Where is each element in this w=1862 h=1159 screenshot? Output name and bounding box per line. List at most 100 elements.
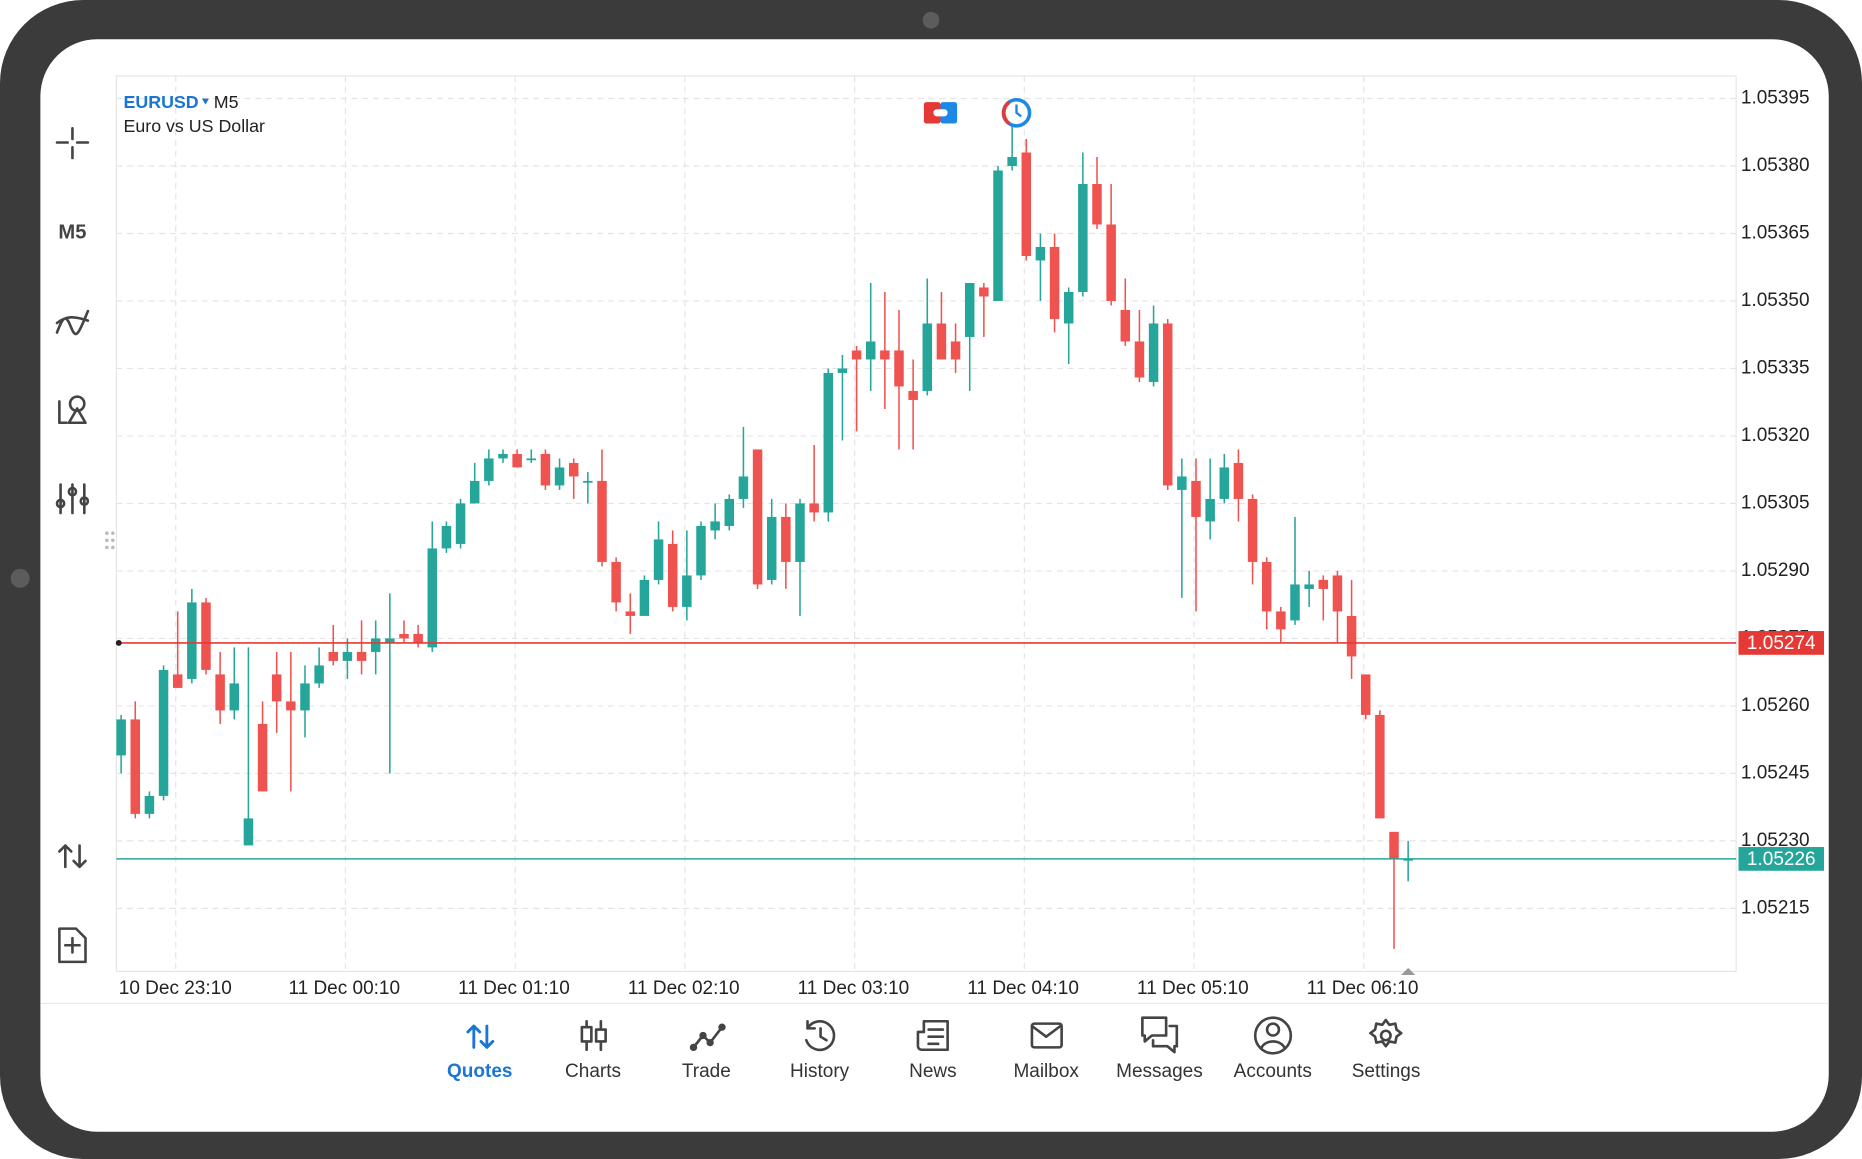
candle-body — [568, 462, 579, 477]
nav-item[interactable]: Accounts — [1234, 1061, 1312, 1082]
candle-body — [738, 476, 749, 499]
candle-body — [1375, 714, 1385, 819]
candle-body — [583, 480, 593, 483]
price-label-box — [1738, 847, 1824, 871]
candle-body — [314, 665, 324, 684]
candle-body — [1106, 224, 1116, 301]
candle-body — [837, 368, 848, 373]
candle-body — [271, 674, 282, 702]
price-label-box — [1738, 631, 1824, 655]
y-tick-label: 1.05290 — [1741, 560, 1810, 581]
candle-body — [1205, 498, 1215, 522]
camera — [922, 11, 940, 29]
candle-body — [1035, 246, 1046, 261]
candle-body — [286, 701, 296, 711]
candle-body — [554, 467, 565, 486]
candle-body — [1290, 584, 1300, 621]
messages-icon[interactable] — [1141, 1016, 1179, 1054]
nav-item[interactable]: Mailbox — [1013, 1061, 1079, 1082]
candle-body — [1389, 831, 1399, 859]
candle-body — [229, 683, 240, 711]
nav-item[interactable]: Quotes — [447, 1061, 512, 1082]
candle-body — [540, 453, 551, 486]
nav-item[interactable]: Settings — [1352, 1061, 1421, 1082]
timeframe-tool[interactable]: M5 — [58, 222, 86, 244]
candle-body — [1247, 498, 1258, 562]
chart-settings-tool[interactable] — [55, 483, 90, 515]
charts-icon[interactable] — [580, 1019, 607, 1052]
x-tick-label: 10 Dec 23:10 — [119, 978, 232, 999]
nav-item[interactable]: Charts — [565, 1061, 621, 1082]
candle-body — [512, 453, 522, 468]
candle-body — [498, 453, 508, 459]
candle-body — [385, 638, 395, 643]
news-icon[interactable] — [916, 1019, 949, 1052]
candle-body — [484, 458, 494, 481]
candle-body — [300, 683, 310, 711]
candle-body — [908, 390, 918, 400]
candle-body — [469, 480, 480, 504]
candle-body — [625, 611, 636, 616]
nav-item[interactable]: Messages — [1116, 1061, 1203, 1082]
candle-body — [215, 674, 225, 711]
timeframe: M5 — [214, 92, 239, 112]
history-icon[interactable] — [805, 1019, 836, 1052]
nav-item[interactable]: Trade — [682, 1061, 731, 1082]
candle-body — [1162, 323, 1173, 486]
nav-item[interactable]: History — [790, 1061, 850, 1082]
x-tick-label: 11 Dec 04:10 — [967, 978, 1079, 999]
display — [40, 39, 1829, 1132]
symbol-description: Euro vs US Dollar — [124, 116, 266, 136]
candle-body — [172, 674, 183, 688]
candle-body — [950, 341, 961, 360]
one-click-trade[interactable] — [923, 102, 958, 124]
y-tick-label: 1.05230 — [1741, 830, 1810, 851]
trade-tool[interactable] — [58, 844, 87, 869]
candle-body — [795, 503, 805, 562]
candle-body — [1304, 584, 1314, 589]
crosshair-tool[interactable] — [55, 126, 90, 160]
candle-body — [809, 503, 819, 513]
quotes-icon[interactable] — [466, 1024, 495, 1049]
new-order-tool[interactable] — [58, 927, 87, 964]
drag-handle[interactable] — [105, 531, 115, 550]
y-tick-label: 1.05245 — [1741, 762, 1810, 783]
y-tick-label: 1.05215 — [1741, 897, 1810, 918]
settings-icon[interactable] — [1369, 1018, 1403, 1048]
candle-body — [710, 521, 720, 531]
y-tick-label: 1.05350 — [1741, 290, 1810, 311]
candle-body — [979, 287, 989, 297]
price-label: 1.05274 — [1747, 633, 1816, 654]
candle-body — [1276, 611, 1286, 630]
candle-body — [611, 561, 621, 603]
y-tick-label: 1.05335 — [1741, 357, 1810, 378]
accounts-icon[interactable] — [1253, 1016, 1293, 1055]
candle-body — [922, 323, 933, 391]
indicators-tool[interactable] — [55, 309, 90, 336]
trade-icon[interactable] — [689, 1023, 726, 1052]
candle-body — [894, 350, 904, 387]
symbol[interactable]: EURUSD — [124, 92, 199, 112]
nav-item[interactable]: News — [909, 1061, 957, 1082]
candle-body — [696, 525, 706, 576]
y-tick-label: 1.05320 — [1741, 425, 1810, 446]
mailbox-icon[interactable] — [1030, 1022, 1063, 1049]
candle-body — [328, 651, 339, 661]
candle-body — [653, 539, 664, 580]
candle-body — [526, 458, 537, 461]
candle-body — [1233, 462, 1244, 499]
candles — [116, 116, 1413, 949]
x-tick-label: 11 Dec 06:10 — [1307, 978, 1419, 999]
candle-body — [1148, 323, 1159, 382]
candle-body — [1007, 156, 1017, 166]
candle-body — [370, 638, 381, 652]
symbol-dropdown[interactable] — [201, 98, 209, 105]
candle-body — [1332, 575, 1343, 612]
objects-tool[interactable] — [58, 395, 87, 425]
market-clock[interactable] — [1001, 97, 1032, 128]
grid — [116, 76, 1737, 972]
candle-body — [1403, 858, 1413, 861]
y-tick-label: 1.05305 — [1741, 492, 1810, 513]
candle-body — [1191, 480, 1201, 517]
